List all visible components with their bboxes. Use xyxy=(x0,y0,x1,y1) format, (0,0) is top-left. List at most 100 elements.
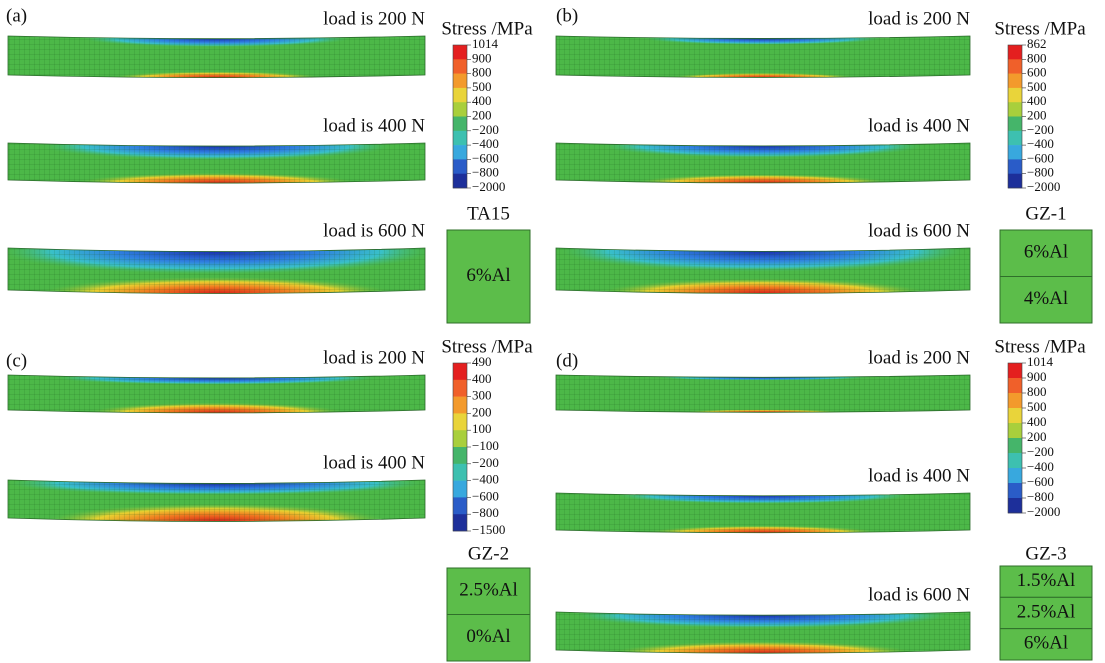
beam xyxy=(556,374,970,415)
colorbar-swatch xyxy=(1008,45,1022,60)
panel: (a)load is 200 Nload is 400 Nload is 600… xyxy=(0,5,533,323)
load-label: load is 600 N xyxy=(868,220,970,241)
colorbar-swatch xyxy=(1008,131,1022,146)
colorbar-swatch xyxy=(1008,174,1022,189)
beam xyxy=(556,602,970,663)
material-name: GZ-1 xyxy=(1025,203,1066,224)
colorbar-swatch xyxy=(453,59,467,74)
colorbar-swatch xyxy=(453,380,467,397)
load-label: load is 400 N xyxy=(868,115,970,136)
colorbar-swatch xyxy=(453,447,467,464)
material-name: TA15 xyxy=(467,203,510,224)
colorbar-label: 400 xyxy=(472,93,492,108)
colorbar-label: 400 xyxy=(1027,93,1047,108)
colorbar-label: 400 xyxy=(1027,414,1047,429)
material-name: GZ-3 xyxy=(1025,543,1066,564)
colorbar-swatch xyxy=(1008,378,1022,393)
colorbar-swatch xyxy=(453,131,467,146)
panel: (b) load is 200 N load is 400 N load is 600… xyxy=(556,5,1092,323)
colorbar-label: −600 xyxy=(1027,150,1054,165)
mesh xyxy=(556,248,970,293)
colorbar-label: 400 xyxy=(472,371,492,386)
colorbar-label: −100 xyxy=(472,438,499,453)
colorbar-label: 900 xyxy=(1027,369,1047,384)
colorbar-label: −1500 xyxy=(472,522,505,537)
colorbar-label: 600 xyxy=(1027,65,1047,80)
colorbar-swatch xyxy=(453,74,467,89)
colorbar-swatch xyxy=(1008,393,1022,408)
load-label: load is 600 N xyxy=(323,220,425,241)
load-label: load is 400 N xyxy=(323,115,425,136)
load-label: load is 400 N xyxy=(323,452,425,473)
colorbar-label: 500 xyxy=(1027,79,1047,94)
colorbar-label: −600 xyxy=(472,150,499,165)
colorbar-label: −400 xyxy=(1027,459,1054,474)
colorbar-label: 800 xyxy=(472,65,492,80)
colorbar-swatch xyxy=(1008,498,1022,513)
panel-label: (a) xyxy=(6,5,27,26)
mesh xyxy=(8,36,425,78)
mesh xyxy=(8,143,425,183)
colorbar-label: 200 xyxy=(472,404,492,419)
colorbar-swatch xyxy=(453,174,467,189)
colorbar-label: −200 xyxy=(472,455,499,470)
colorbar-label: −800 xyxy=(1027,165,1054,180)
colorbar-swatch xyxy=(453,430,467,447)
colorbar-label: −600 xyxy=(1027,474,1054,489)
layer-label: 0%Al xyxy=(466,626,510,647)
load-label: load is 200 N xyxy=(868,347,970,368)
colorbar-label: −800 xyxy=(472,505,499,520)
mesh xyxy=(8,248,425,294)
mesh xyxy=(556,36,970,77)
colorbar-label: −800 xyxy=(1027,489,1054,504)
colorbar-swatch xyxy=(453,117,467,132)
colorbar-label: 200 xyxy=(472,107,492,122)
colorbar-label: −200 xyxy=(1027,444,1054,459)
colorbar-swatch xyxy=(1008,88,1022,103)
colorbar-swatch xyxy=(1008,468,1022,483)
colorbar-swatch xyxy=(453,464,467,481)
colorbar-label: −200 xyxy=(1027,122,1054,137)
colorbar-swatch xyxy=(1008,483,1022,498)
colorbar-label: −800 xyxy=(472,165,499,180)
colorbar-swatch xyxy=(453,88,467,103)
colorbar-label: 900 xyxy=(472,50,492,65)
layer-label: 2.5%Al xyxy=(1017,601,1076,622)
colorbar-swatch xyxy=(1008,438,1022,453)
colorbar-swatch xyxy=(1008,363,1022,378)
layer-label: 6%Al xyxy=(1024,242,1068,263)
colorbar-swatch xyxy=(453,481,467,498)
mesh xyxy=(8,375,425,413)
colorbar-swatch xyxy=(1008,102,1022,117)
panel-label: (b) xyxy=(556,5,578,26)
colorbar-label: 490 xyxy=(472,354,492,369)
mesh xyxy=(556,143,970,183)
colorbar-swatch xyxy=(453,45,467,60)
load-label: load is 200 N xyxy=(868,8,970,29)
colorbar-label: −400 xyxy=(472,136,499,151)
layer-label: 4%Al xyxy=(1024,288,1068,309)
colorbar-swatch xyxy=(1008,74,1022,89)
mesh xyxy=(8,480,425,521)
colorbar-swatch xyxy=(453,397,467,414)
colorbar-swatch xyxy=(1008,453,1022,468)
colorbar-swatch xyxy=(1008,159,1022,174)
colorbar-label: −200 xyxy=(472,122,499,137)
load-label: load is 200 N xyxy=(323,347,425,368)
colorbar-swatch xyxy=(453,102,467,117)
colorbar-swatch xyxy=(453,413,467,430)
panel-label: (c) xyxy=(6,350,27,371)
layer-label: 6%Al xyxy=(1024,633,1068,654)
colorbar-label: 862 xyxy=(1027,36,1047,51)
colorbar-swatch xyxy=(1008,408,1022,423)
colorbar-label: 500 xyxy=(472,79,492,94)
load-label: load is 600 N xyxy=(868,584,970,605)
colorbar-label: 200 xyxy=(1027,107,1047,122)
beam xyxy=(8,132,425,194)
colorbar-label: 200 xyxy=(1027,429,1047,444)
colorbar-label: −600 xyxy=(472,488,499,503)
colorbar-label: −2000 xyxy=(1027,179,1060,194)
panel-label: (d) xyxy=(556,350,578,371)
colorbar-swatch xyxy=(453,497,467,514)
